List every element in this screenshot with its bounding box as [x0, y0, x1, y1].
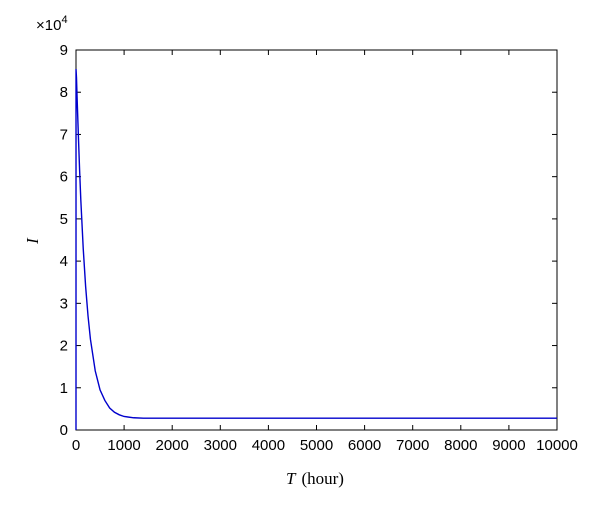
y-axis-label: I [23, 237, 42, 245]
y-tick-label: 0 [60, 422, 68, 439]
y-tick-label: 4 [60, 253, 68, 270]
x-tick-label: 2000 [156, 437, 189, 454]
x-tick-label: 3000 [204, 437, 237, 454]
x-axis-label: T (hour) [286, 469, 344, 488]
x-tick-label: 8000 [444, 437, 477, 454]
x-tick-label: 1000 [107, 437, 140, 454]
x-tick-label: 10000 [536, 437, 578, 454]
x-tick-label: 7000 [396, 437, 429, 454]
series-line-I [75, 68, 557, 431]
x-tick-label: 5000 [300, 437, 333, 454]
y-tick-label: 8 [60, 84, 68, 101]
y-tick-label: 2 [60, 338, 68, 355]
y-tick-label: 5 [60, 211, 68, 228]
y-tick-label: 3 [60, 295, 68, 312]
x-tick-label: 6000 [348, 437, 381, 454]
y-tick-label: 1 [60, 380, 68, 397]
x-tick-label: 9000 [492, 437, 525, 454]
x-tick-label: 4000 [252, 437, 285, 454]
y-multiplier: ×104 [36, 14, 68, 34]
y-tick-label: 7 [60, 126, 68, 143]
x-tick-label: 0 [72, 437, 80, 454]
axis-ticks [75, 49, 558, 431]
y-tick-label: 6 [60, 169, 68, 186]
axis-tick-labels: 0 1000 2000 3000 4000 5000 6000 7000 8000 9000 100… [60, 42, 578, 454]
plot-area [75, 49, 558, 431]
y-tick-label: 9 [60, 42, 68, 59]
